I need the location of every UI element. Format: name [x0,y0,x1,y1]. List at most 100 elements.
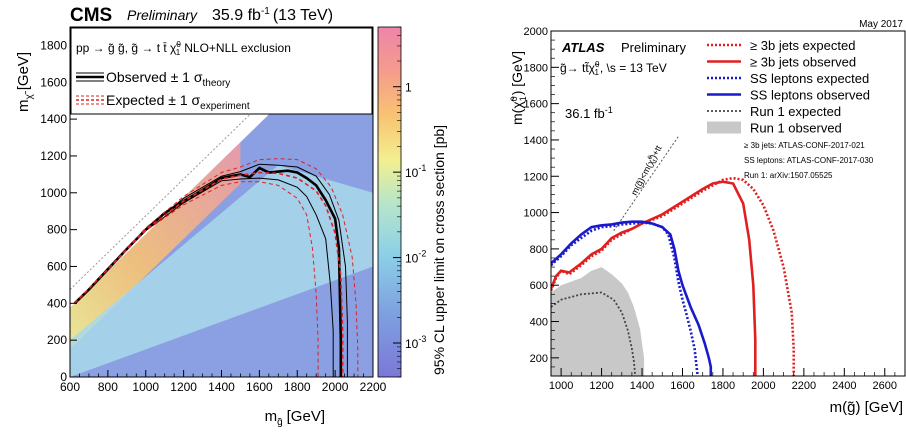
cms-legend-observed-text: Observed ± 1 σ [106,69,203,85]
cms-x-axis: 600 800 1000 1200 1400 1600 1800 2000 2200 [60,370,387,394]
atlas-lumi-label: 36.1 fb-1 [565,105,613,121]
cms-z-tick-label: 10-3 [405,334,426,351]
atlas-y-tick-label: 1400 [524,135,548,147]
cms-y-axis: 0 200 400 600 800 1000 1200 1400 1600 1800 [40,38,77,384]
atlas-curves [551,176,796,376]
cms-y-tick-label: 1200 [40,149,67,163]
cms-legend-observed-label: Observed ± 1 σtheory [106,69,230,89]
cms-status-label: Preliminary [127,7,198,23]
atlas-legend-label: Run 1 expected [750,104,841,119]
atlas-x-tick-label: 2200 [792,380,816,392]
atlas-series-run-1-expected [551,291,636,376]
cms-contours [73,158,359,377]
atlas-process-sub: 1 [594,68,599,77]
cms-y-tick-label: 1400 [40,112,67,126]
atlas-y-tick-label: 2000 [524,26,548,38]
atlas-x-tick-label: 1600 [670,380,694,392]
cms-legend-expected-label: Expected ± 1 σexperiment [106,92,250,112]
atlas-legend-label: ≥ 3b jets observed [750,55,856,70]
atlas-legend-label: Run 1 observed [750,121,842,136]
atlas-date-label: May 2017 [859,19,903,30]
cms-x-tick-label: 800 [98,380,118,394]
cms-series-expected-1 [74,158,359,377]
cms-color-scale [377,26,402,378]
atlas-process-sup: 0 [595,60,600,69]
atlas-x-tick-label: 1200 [589,380,613,392]
cms-y-tick-label: 1000 [40,186,67,200]
cms-lumi-label: 35.9 fb-1 (13 TeV) [212,6,333,24]
atlas-x-axis: 1000 1200 1400 1600 1800 2000 2200 2400 2600 [549,368,906,392]
cms-z-tick-label: 10-2 [405,249,426,266]
cms-x-tick-label: 2200 [360,380,387,394]
atlas-y-axis-title: m(χ̃01) [GeV] [509,51,528,125]
atlas-series-3b-jets-observed [551,180,757,376]
atlas-y-axis: 200 400 600 800 1000 1200 1400 1600 1800 2000 [524,26,559,368]
cms-lumi-sup: -1 [261,6,270,17]
atlas-y-tick-label: 400 [530,317,548,329]
atlas-x-tick-label: 2600 [873,380,897,392]
cms-color-scale-title: 95% CL upper limit on cross section [pb] [431,125,447,375]
atlas-x-axis-title: m(g̃) [GeV] [830,399,903,416]
atlas-diagonal-label-sup: 0 [647,154,654,160]
cms-y-axis-title-m: m [15,100,32,113]
cms-y-axis-title: mχ̃[GeV] [15,52,35,112]
atlas-process-energy: , \s = 13 TeV [600,61,667,75]
atlas-y-tick-label: 200 [530,353,548,365]
atlas-process-label: g̃→ tt̃χ̃0 1, \s = 13 TeV [560,60,667,77]
atlas-y-axis-title-sup: 0 [509,96,519,101]
atlas-reference-ss: SS leptons: ATLAS-CONF-2017-030 [744,156,874,165]
cms-x-tick-label: 600 [60,380,80,394]
cms-heatmap-mid [70,165,373,377]
atlas-x-tick-label: 2400 [832,380,856,392]
cms-z-tick-label: 1 [405,81,412,95]
cms-legend-observed-sub: theory [202,78,230,89]
cms-legend-observed: Observed ± 1 σtheory [76,69,230,89]
atlas-x-tick-label: 1000 [549,380,573,392]
atlas-legend-label: SS leptons observed [750,88,870,103]
cms-x-axis-title-m: m [265,408,278,425]
atlas-legend-swatch [707,121,741,134]
cms-y-tick-label: 600 [47,259,67,273]
cms-panel: 600 800 1000 1200 1400 1600 1800 2000 2200 02004… [15,5,447,428]
atlas-reference-run1: Run 1: arXiv:1507.05525 [744,171,833,180]
atlas-legend-label: ≥ 3b jets expected [750,38,855,53]
cms-y-tick-label: 0 [60,370,67,384]
cms-y-tick-label: 200 [47,333,67,347]
cms-process-label: pp → g̃ g̃, g̃ → t t̄ χ̃0 1 NLO+NLL exclus… [76,40,291,57]
cms-x-tick-label: 1400 [208,380,235,394]
cms-legend-expected: Expected ± 1 σexperiment [76,92,250,112]
cms-energy-label: (13 TeV) [273,7,333,24]
atlas-y-tick-label: 1200 [524,171,548,183]
cms-legend-expected-text: Expected ± 1 σ [106,92,201,108]
cms-process-sub: 1 [176,48,181,57]
atlas-lumi-text: 36.1 fb [565,106,605,121]
cms-legend-expected-sub: experiment [200,101,250,112]
atlas-y-axis-title-suffix: ) [GeV] [509,51,525,95]
atlas-legend-label: SS leptons expected [750,71,869,86]
cms-legend-box [70,27,373,115]
cms-x-axis-title-unit: [GeV] [287,408,325,425]
cms-y-tick-label: 1800 [40,38,67,52]
atlas-series-ss-leptons-expected [551,221,699,376]
cms-z-tick-label: 10-1 [405,163,426,180]
cms-color-scale-ticks: 1 10-1 10-2 10-3 [393,26,426,378]
atlas-y-axis-title-sub: 1 [518,96,528,101]
cms-y-tick-label: 1600 [40,75,67,89]
atlas-y-tick-label: 1600 [524,99,548,111]
cms-lumi-text: 35.9 fb [212,7,261,24]
cms-series-observed [73,166,343,377]
cms-process-suffix: NLO+NLL exclusion [184,41,291,55]
atlas-x-tick-label: 1800 [711,380,735,392]
cms-process-text: pp → g̃ g̃, g̃ → t t̄ χ̃ [76,41,181,55]
atlas-y-tick-label: 600 [530,280,548,292]
cms-x-tick-label: 1000 [132,380,159,394]
cms-x-tick-label: 2000 [322,380,349,394]
cms-experiment-label: CMS [70,5,112,26]
atlas-lumi-sup: -1 [605,105,613,115]
cms-y-tick-label: 400 [47,296,67,310]
cms-x-tick-label: 1800 [284,380,311,394]
atlas-series-ss-leptons-observed [551,220,713,376]
atlas-status-label: Preliminary [621,40,687,55]
